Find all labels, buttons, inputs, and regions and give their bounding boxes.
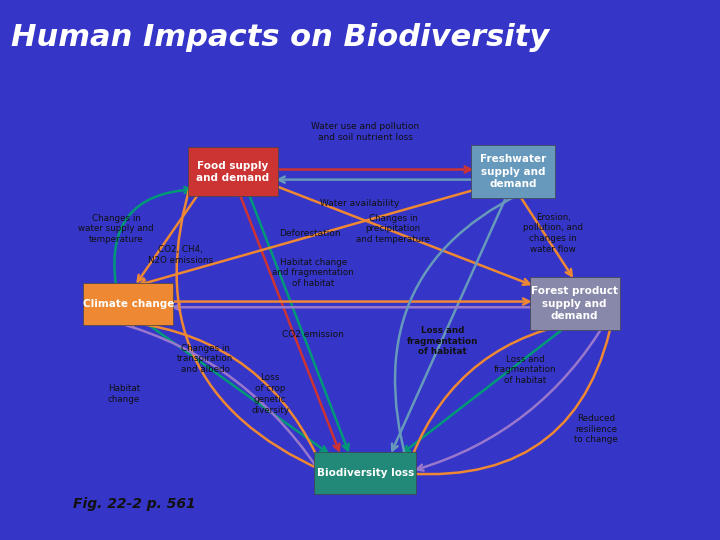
FancyBboxPatch shape bbox=[530, 277, 620, 330]
FancyBboxPatch shape bbox=[315, 452, 416, 494]
FancyBboxPatch shape bbox=[84, 282, 174, 325]
Text: Loss
of crop
genetic
diversity: Loss of crop genetic diversity bbox=[251, 373, 289, 415]
FancyBboxPatch shape bbox=[188, 147, 278, 196]
Text: Changes in
water supply and
temperature: Changes in water supply and temperature bbox=[78, 214, 154, 244]
Text: Deforestation: Deforestation bbox=[279, 229, 341, 238]
Text: Loss and
fragmentation
of habitat: Loss and fragmentation of habitat bbox=[407, 326, 478, 356]
Text: Human Impacts on Biodiversity: Human Impacts on Biodiversity bbox=[11, 23, 549, 52]
Text: Water availability: Water availability bbox=[320, 199, 399, 208]
Text: CO2, CH4,
N2O emissions: CO2, CH4, N2O emissions bbox=[148, 246, 213, 265]
Text: Freshwater
supply and
demand: Freshwater supply and demand bbox=[480, 154, 546, 189]
Text: Habitat change
and fragmentation
of habitat: Habitat change and fragmentation of habi… bbox=[272, 258, 354, 288]
Text: Water use and pollution
and soil nutrient loss: Water use and pollution and soil nutrien… bbox=[311, 122, 420, 142]
Text: Erosion,
pollution, and
changes in
water flow: Erosion, pollution, and changes in water… bbox=[523, 213, 583, 254]
Text: Reduced
resilience
to change: Reduced resilience to change bbox=[575, 414, 618, 444]
FancyBboxPatch shape bbox=[472, 145, 555, 198]
Text: CO2 emission: CO2 emission bbox=[282, 330, 344, 339]
Text: Food supply
and demand: Food supply and demand bbox=[197, 160, 269, 183]
Text: Habitat
change: Habitat change bbox=[108, 384, 140, 404]
Text: Changes in
transpiration
and albedo: Changes in transpiration and albedo bbox=[177, 343, 233, 374]
Text: Forest product
supply and
demand: Forest product supply and demand bbox=[531, 286, 618, 321]
Text: Climate change: Climate change bbox=[83, 299, 174, 309]
Text: Loss and
fragmentation
of habitat: Loss and fragmentation of habitat bbox=[494, 355, 557, 385]
Text: Changes in
precipitation
and temperature: Changes in precipitation and temperature bbox=[356, 214, 430, 244]
Text: Fig. 22-2 p. 561: Fig. 22-2 p. 561 bbox=[73, 497, 196, 511]
Text: Biodiversity loss: Biodiversity loss bbox=[317, 468, 414, 478]
